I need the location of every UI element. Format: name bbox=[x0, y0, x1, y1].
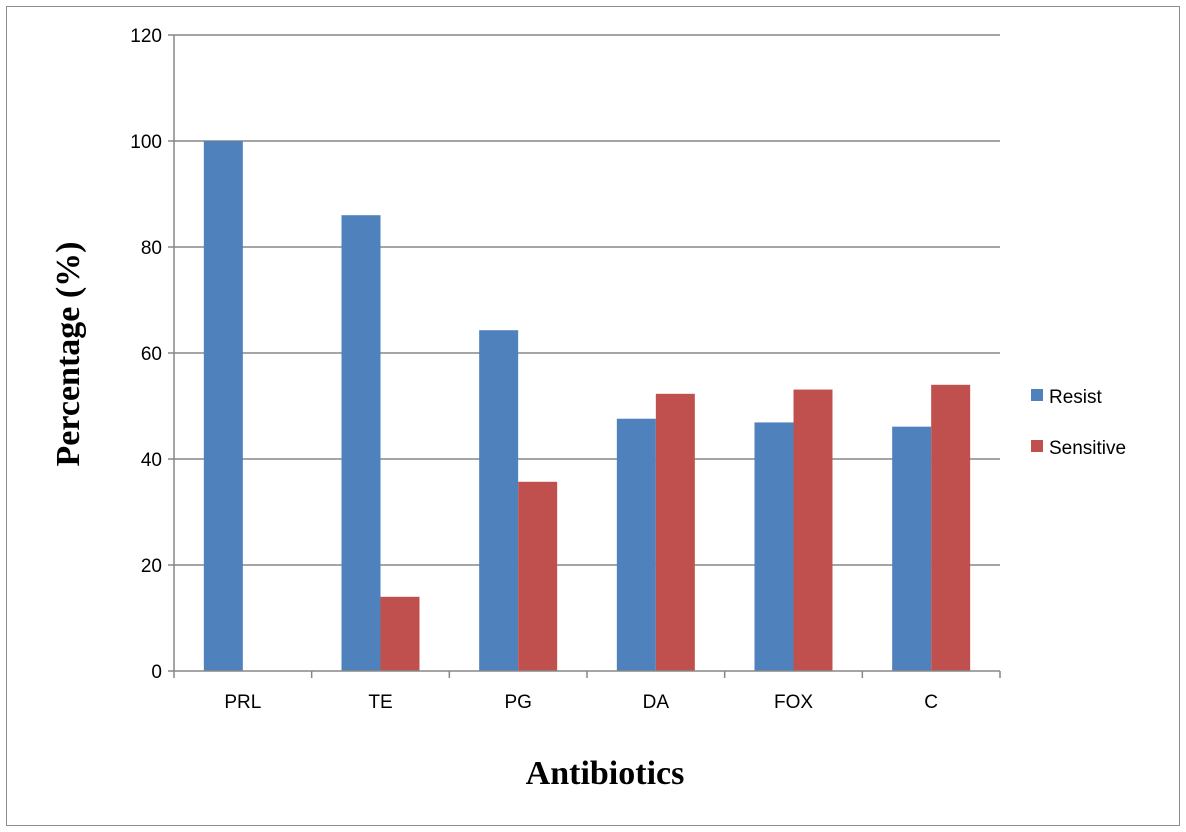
legend-label-sensitive: Sensitive bbox=[1049, 438, 1126, 459]
x-tick-label-c: C bbox=[924, 692, 938, 713]
y-tick-label: 120 bbox=[130, 26, 162, 47]
bar-chart: 0 20 40 60 80 100 120 PRL TE PG DA FOX C Percentage … bbox=[50, 26, 1126, 792]
bar-resist-c bbox=[892, 426, 932, 671]
y-tick-label: 20 bbox=[141, 556, 162, 577]
bar-sensitive-te bbox=[380, 596, 420, 671]
x-tick-label-da: DA bbox=[643, 692, 670, 713]
y-tick-label: 0 bbox=[151, 662, 162, 683]
tick-labels: 0 20 40 60 80 100 120 PRL TE PG DA FOX C bbox=[130, 26, 938, 713]
x-axis-title: Antibiotics bbox=[526, 755, 685, 792]
x-tick-label-prl: PRL bbox=[224, 692, 261, 713]
chart-frame: 0 20 40 60 80 100 120 PRL TE PG DA FOX C Percentage … bbox=[6, 6, 1180, 826]
bar-resist-fox bbox=[754, 422, 794, 671]
y-tick-label: 40 bbox=[141, 450, 162, 471]
bars bbox=[203, 141, 971, 671]
bar-resist-pg bbox=[479, 330, 519, 671]
x-tick-label-pg: PG bbox=[504, 692, 531, 713]
y-tick-label: 80 bbox=[141, 238, 162, 259]
x-tick-label-te: TE bbox=[368, 692, 392, 713]
bar-sensitive-fox bbox=[793, 389, 833, 671]
bar-resist-da bbox=[616, 418, 656, 671]
axes bbox=[168, 34, 1001, 678]
legend-swatch-sensitive bbox=[1031, 440, 1043, 452]
y-tick-label: 60 bbox=[141, 344, 162, 365]
y-axis-title: Percentage (%) bbox=[50, 242, 87, 467]
bar-resist-te bbox=[341, 215, 381, 671]
bar-resist-prl bbox=[203, 141, 243, 671]
bar-sensitive-da bbox=[655, 393, 695, 671]
legend: Resist Sensitive bbox=[1031, 387, 1126, 459]
y-tick-label: 100 bbox=[130, 132, 162, 153]
gridlines bbox=[174, 34, 1000, 566]
legend-swatch-resist bbox=[1031, 389, 1043, 401]
bar-sensitive-pg bbox=[518, 481, 558, 671]
bar-sensitive-c bbox=[931, 384, 971, 671]
legend-label-resist: Resist bbox=[1049, 387, 1103, 408]
x-tick-label-fox: FOX bbox=[774, 692, 813, 713]
